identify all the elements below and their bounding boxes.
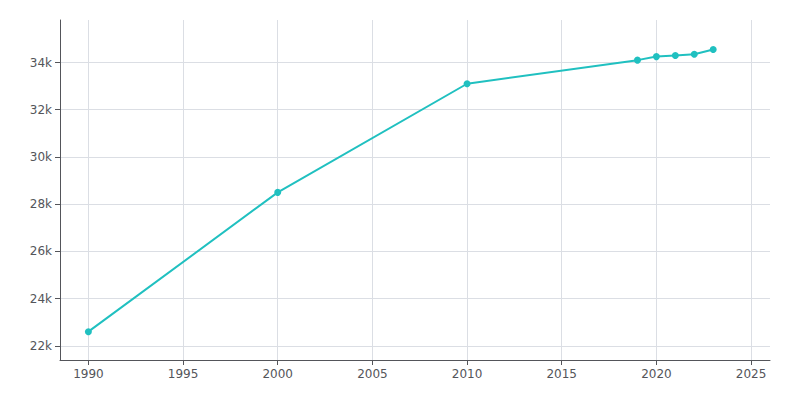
svg-text:2020: 2020 [641, 367, 672, 381]
svg-text:28k: 28k [30, 197, 52, 211]
svg-text:1995: 1995 [168, 367, 199, 381]
svg-text:26k: 26k [30, 244, 52, 258]
svg-text:24k: 24k [30, 292, 52, 306]
svg-text:34k: 34k [30, 56, 52, 70]
svg-text:22k: 22k [30, 339, 52, 353]
svg-text:2015: 2015 [546, 367, 577, 381]
svg-text:2000: 2000 [262, 367, 293, 381]
svg-text:2005: 2005 [357, 367, 388, 381]
svg-text:30k: 30k [30, 150, 52, 164]
svg-text:32k: 32k [30, 103, 52, 117]
svg-text:2025: 2025 [736, 367, 767, 381]
svg-text:1990: 1990 [73, 367, 104, 381]
svg-text:2010: 2010 [452, 367, 483, 381]
